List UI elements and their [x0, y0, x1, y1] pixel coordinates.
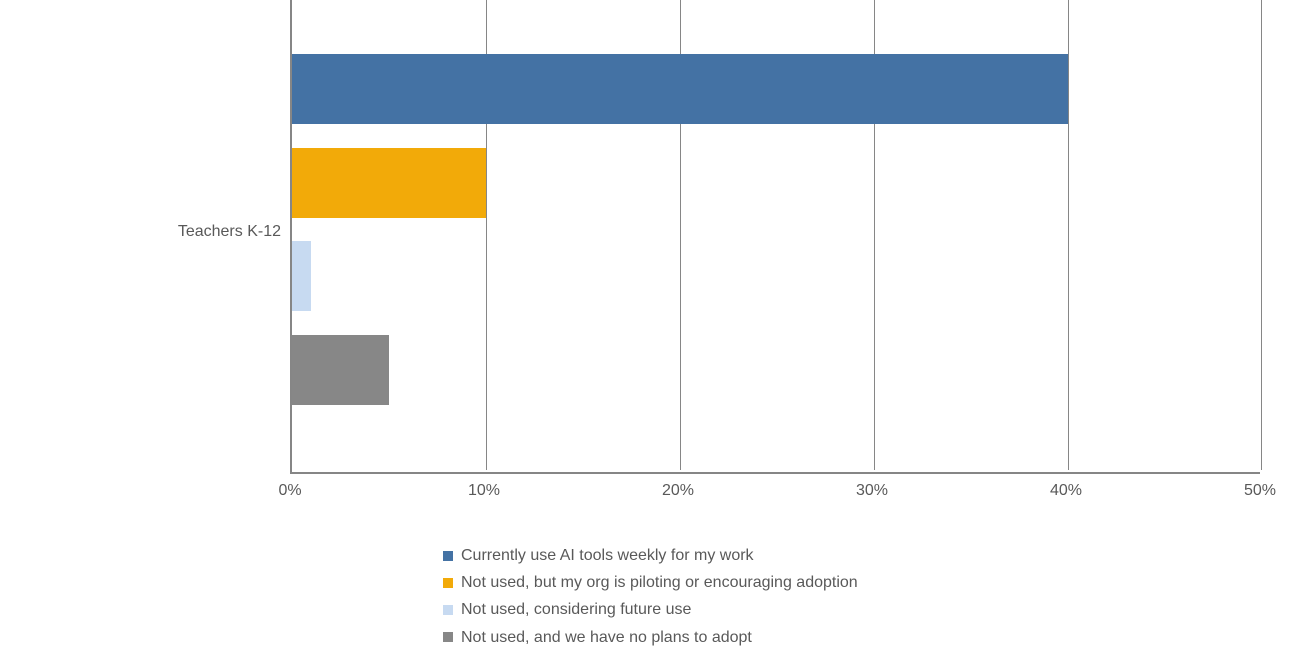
- legend-label: Not used, considering future use: [461, 600, 691, 619]
- legend-label: Not used, and we have no plans to adopt: [461, 628, 752, 647]
- legend-swatch-icon: [443, 551, 453, 561]
- y-axis-category-label: Teachers K-12: [1, 222, 281, 243]
- x-tick-label: 50%: [1244, 482, 1276, 500]
- bar-series-3: [292, 335, 389, 405]
- chart-container: Teachers K-12 0% 10% 20% 30% 40% 50% Cur…: [0, 0, 1289, 668]
- legend-label: Currently use AI tools weekly for my wor…: [461, 546, 754, 565]
- gridline: [1261, 0, 1262, 470]
- x-tick-label: 30%: [856, 482, 888, 500]
- legend-swatch-icon: [443, 605, 453, 615]
- legend-label: Not used, but my org is piloting or enco…: [461, 573, 858, 592]
- legend-item: Not used, but my org is piloting or enco…: [443, 573, 858, 592]
- x-tick-label: 20%: [662, 482, 694, 500]
- legend: Currently use AI tools weekly for my wor…: [443, 546, 858, 655]
- bar-series-2: [292, 241, 311, 311]
- plot-area: [290, 0, 1260, 474]
- legend-item: Not used, and we have no plans to adopt: [443, 628, 858, 647]
- bar-series-0: [292, 54, 1068, 124]
- bar-series-1: [292, 148, 486, 218]
- x-tick-label: 40%: [1050, 482, 1082, 500]
- legend-item: Currently use AI tools weekly for my wor…: [443, 546, 858, 565]
- legend-swatch-icon: [443, 632, 453, 642]
- gridline: [1068, 0, 1069, 470]
- x-tick-label: 10%: [468, 482, 500, 500]
- legend-item: Not used, considering future use: [443, 600, 858, 619]
- x-tick-label: 0%: [278, 482, 301, 500]
- legend-swatch-icon: [443, 578, 453, 588]
